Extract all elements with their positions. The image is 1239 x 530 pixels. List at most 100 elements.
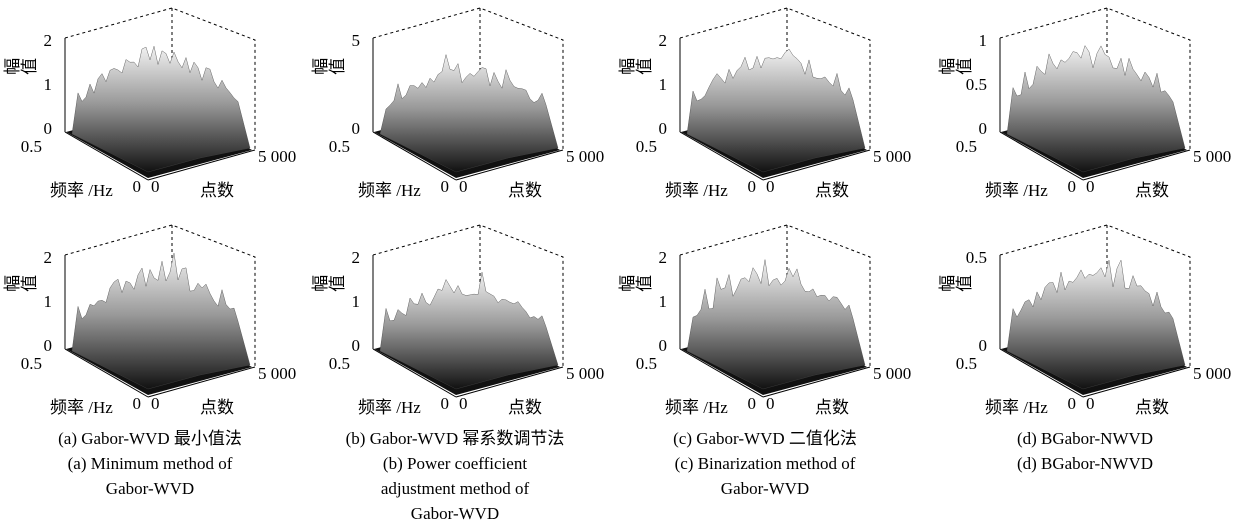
points-axis (455, 149, 564, 181)
points-tick-label: 0 (1086, 394, 1095, 413)
z-tick-label: 5 (352, 31, 361, 50)
points-axis-label: 点数 (815, 398, 849, 417)
caption-line: Gabor-WVD (106, 479, 194, 498)
surface (1006, 259, 1186, 390)
points-tick-label: 0 (1086, 177, 1095, 196)
z-tick-label: 0 (44, 336, 53, 355)
surface (71, 46, 251, 173)
freq-tick-label: 0 (133, 394, 142, 413)
caption-line: (d) BGabor-NWVD (1017, 454, 1153, 473)
points-tick-label: 0 (151, 394, 160, 413)
caption-line: (a) Gabor-WVD 最小值法 (58, 429, 242, 448)
freq-axis (999, 348, 1084, 398)
points-axis (762, 366, 871, 398)
points-tick-label: 5 000 (873, 147, 911, 166)
z-tick-label: 0 (979, 336, 988, 355)
freq-axis-label: 频率 /Hz (985, 181, 1048, 200)
freq-axis (372, 348, 457, 398)
surface (379, 54, 559, 173)
caption-line: Gabor-WVD (411, 504, 499, 523)
freq-tick-label: 0.5 (636, 354, 657, 373)
freq-tick-label: 0 (748, 394, 757, 413)
points-tick-label: 5 000 (258, 364, 296, 383)
box-edge (999, 224, 1191, 367)
freq-tick-label: 0.5 (636, 137, 657, 156)
caption-line: (d) BGabor-NWVD (1017, 429, 1153, 448)
z-axis-label: 幅值 (311, 58, 345, 78)
freq-tick-label: 0.5 (21, 354, 42, 373)
freq-axis-label: 频率 /Hz (50, 181, 113, 200)
points-axis-label: 点数 (1135, 398, 1169, 417)
z-tick-label: 1 (352, 292, 361, 311)
freq-axis (64, 348, 149, 398)
caption-line: (c) Binarization method of (675, 454, 856, 473)
z-axis-label: 幅值 (938, 275, 972, 295)
z-tick-label: 1 (659, 292, 668, 311)
surface (71, 252, 251, 390)
points-tick-label: 5 000 (566, 364, 604, 383)
freq-tick-label: 0 (441, 394, 450, 413)
points-axis-label: 点数 (508, 181, 542, 200)
freq-axis (679, 131, 764, 181)
freq-axis-label: 频率 /Hz (665, 181, 728, 200)
freq-axis-label: 频率 /Hz (358, 398, 421, 417)
z-axis-label: 幅值 (3, 58, 37, 78)
z-tick-label: 0 (659, 119, 668, 138)
freq-axis (64, 131, 149, 181)
points-tick-label: 5 000 (1193, 147, 1231, 166)
points-axis-label: 点数 (815, 181, 849, 200)
freq-axis (999, 131, 1084, 181)
points-tick-label: 0 (459, 394, 468, 413)
z-tick-label: 0 (352, 119, 361, 138)
z-tick-label: 2 (659, 31, 668, 50)
freq-axis (372, 131, 457, 181)
points-tick-label: 5 000 (1193, 364, 1231, 383)
points-tick-label: 5 000 (258, 147, 296, 166)
surface (1006, 45, 1186, 173)
box-edge (372, 7, 564, 150)
z-tick-label: 1 (44, 292, 53, 311)
caption-line: (c) Gabor-WVD 二值化法 (673, 429, 857, 448)
z-tick-label: 1 (44, 75, 53, 94)
caption-line: Gabor-WVD (721, 479, 809, 498)
points-tick-label: 0 (766, 177, 775, 196)
freq-tick-label: 0.5 (956, 354, 977, 373)
box-edge (64, 224, 256, 367)
points-axis (1082, 149, 1191, 181)
caption-line: (a) Minimum method of (68, 454, 233, 473)
freq-tick-label: 0 (748, 177, 757, 196)
z-axis-label: 幅值 (938, 58, 972, 78)
surface (686, 259, 866, 390)
z-tick-label: 2 (352, 248, 361, 267)
box-edge (679, 224, 871, 367)
z-tick-label: 1 (979, 31, 988, 50)
points-axis-label: 点数 (1135, 181, 1169, 200)
box-edge (999, 7, 1191, 150)
z-axis-label: 幅值 (311, 275, 345, 295)
z-tick-label: 2 (44, 248, 53, 267)
points-axis-label: 点数 (200, 181, 234, 200)
freq-tick-label: 0 (1068, 177, 1077, 196)
z-tick-label: 0.5 (966, 248, 987, 267)
z-tick-label: 0.5 (966, 75, 987, 94)
freq-tick-label: 0.5 (21, 137, 42, 156)
box-edge (372, 224, 564, 367)
freq-tick-label: 0.5 (329, 354, 350, 373)
freq-axis-label: 频率 /Hz (665, 398, 728, 417)
box-edge (679, 7, 871, 150)
caption-line: (b) Power coefficient (383, 454, 527, 473)
z-tick-label: 1 (659, 75, 668, 94)
z-tick-label: 0 (44, 119, 53, 138)
points-tick-label: 5 000 (566, 147, 604, 166)
points-axis (147, 366, 256, 398)
z-tick-label: 2 (659, 248, 668, 267)
points-tick-label: 0 (459, 177, 468, 196)
z-tick-label: 0 (659, 336, 668, 355)
surface (686, 48, 866, 173)
